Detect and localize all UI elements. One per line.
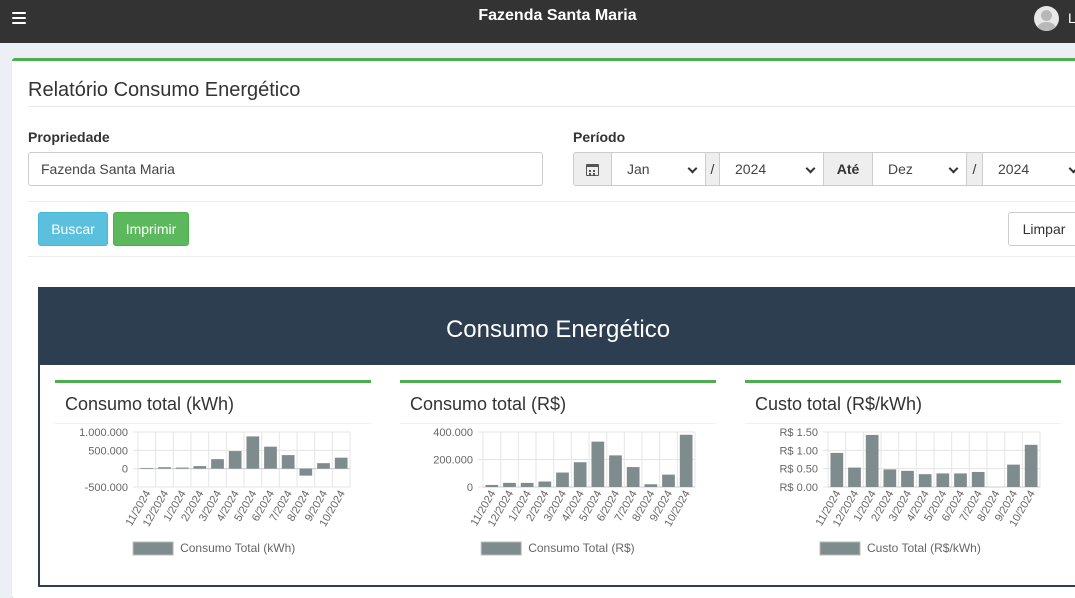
user-name[interactable]: L <box>1068 10 1075 26</box>
bar <box>317 463 330 469</box>
chevron-down-icon <box>949 164 959 174</box>
limpar-button[interactable]: Limpar <box>1008 212 1075 246</box>
y-tick-label: R$ 0.50 <box>779 464 818 476</box>
bar <box>574 462 587 487</box>
chart-title: Consumo total (R$) <box>410 394 566 415</box>
y-tick-label: 500.000 <box>88 445 128 457</box>
legend-label: Custo Total (R$/kWh) <box>867 541 981 555</box>
bar <box>140 468 153 469</box>
bar <box>627 467 640 487</box>
bar <box>848 468 861 487</box>
imprimir-button[interactable]: Imprimir <box>113 212 189 246</box>
bar <box>972 472 985 487</box>
bar <box>591 442 604 487</box>
bar <box>176 468 189 469</box>
mes-inicio-select[interactable]: Jan <box>611 152 706 186</box>
buscar-button[interactable]: Buscar <box>38 212 108 246</box>
bar <box>883 469 896 487</box>
bar <box>644 484 657 487</box>
date-separator: / <box>966 152 983 186</box>
app-title: Fazenda Santa Maria <box>0 7 1075 25</box>
ano-fim-select[interactable]: 2024 <box>982 152 1075 186</box>
legend-swatch <box>820 542 860 555</box>
date-separator: / <box>705 152 720 186</box>
chevron-down-icon <box>1069 164 1075 174</box>
y-tick-label: R$ 1.50 <box>779 427 818 439</box>
bar <box>1025 445 1038 487</box>
bar <box>662 475 675 487</box>
bar <box>282 455 295 469</box>
mes-fim-select[interactable]: Dez <box>872 152 967 186</box>
bar <box>680 435 693 487</box>
bar <box>211 459 224 469</box>
bar <box>229 451 242 469</box>
bar <box>954 473 967 487</box>
bar <box>1007 465 1020 487</box>
y-tick-label: 200.000 <box>433 455 473 467</box>
propriedade-label: Propriedade <box>28 129 110 145</box>
periodo-label: Período <box>573 129 625 145</box>
ate-label: Até <box>823 152 873 186</box>
divider <box>28 201 1075 202</box>
bar <box>193 466 206 469</box>
legend-label: Consumo Total (kWh) <box>180 541 295 555</box>
y-tick-label: 0 <box>467 482 473 494</box>
bar <box>246 436 259 468</box>
legend-swatch <box>133 542 173 555</box>
legend-label: Consumo Total (R$) <box>528 541 635 555</box>
y-tick-label: -500.000 <box>85 482 128 494</box>
bar <box>919 474 932 487</box>
chart-consumo-reais: 0200.000400.00011/202412/20241/20242/202… <box>400 427 716 577</box>
bar <box>264 447 277 469</box>
chart-title: Custo total (R$/kWh) <box>755 394 922 415</box>
y-tick-label: 1.000.000 <box>79 427 128 439</box>
chevron-down-icon <box>688 164 698 174</box>
bar <box>936 473 949 487</box>
bar <box>609 455 622 487</box>
y-tick-label: 400.000 <box>433 427 473 439</box>
legend-swatch <box>481 542 521 555</box>
chart-card-kwh: Consumo total (kWh) -500.000 0 500.000 1.00… <box>55 380 371 580</box>
mes-inicio-value: Jan <box>627 161 650 177</box>
y-tick-label: R$ 1.00 <box>779 445 818 457</box>
bar <box>335 458 348 469</box>
bar <box>830 453 843 487</box>
bar <box>503 483 516 487</box>
bar <box>158 467 171 468</box>
bar <box>556 473 569 487</box>
chevron-down-icon <box>806 164 816 174</box>
propriedade-input[interactable]: Fazenda Santa Maria <box>28 152 543 186</box>
bar <box>299 469 312 476</box>
divider <box>28 106 1075 107</box>
user-avatar-icon[interactable] <box>1034 6 1059 31</box>
bar <box>521 483 534 487</box>
mes-fim-value: Dez <box>888 161 913 177</box>
chart-custo-kwh: R$ 0.00R$ 0.50R$ 1.00R$ 1.5011/202412/20… <box>745 427 1061 577</box>
bar <box>538 482 551 488</box>
y-tick-label: 0 <box>122 464 128 476</box>
ano-inicio-select[interactable]: 2024 <box>719 152 824 186</box>
chart-title: Consumo total (kWh) <box>65 394 234 415</box>
calendar-icon <box>573 152 612 186</box>
bar <box>866 435 879 487</box>
report-title: Consumo Energético <box>38 316 1075 344</box>
y-tick-label: R$ 0.00 <box>779 482 818 494</box>
bar <box>901 471 914 487</box>
page-title: Relatório Consumo Energético <box>28 79 300 102</box>
ano-fim-value: 2024 <box>998 161 1029 177</box>
chart-card-custo: Custo total (R$/kWh) R$ 0.00 R$ 0.50 R$ 1.… <box>745 380 1061 580</box>
chart-consumo-kwh: -500.0000500.0001.000.00011/202412/20241… <box>55 427 371 577</box>
bar <box>485 485 498 487</box>
divider <box>28 256 1075 257</box>
ano-inicio-value: 2024 <box>735 161 766 177</box>
